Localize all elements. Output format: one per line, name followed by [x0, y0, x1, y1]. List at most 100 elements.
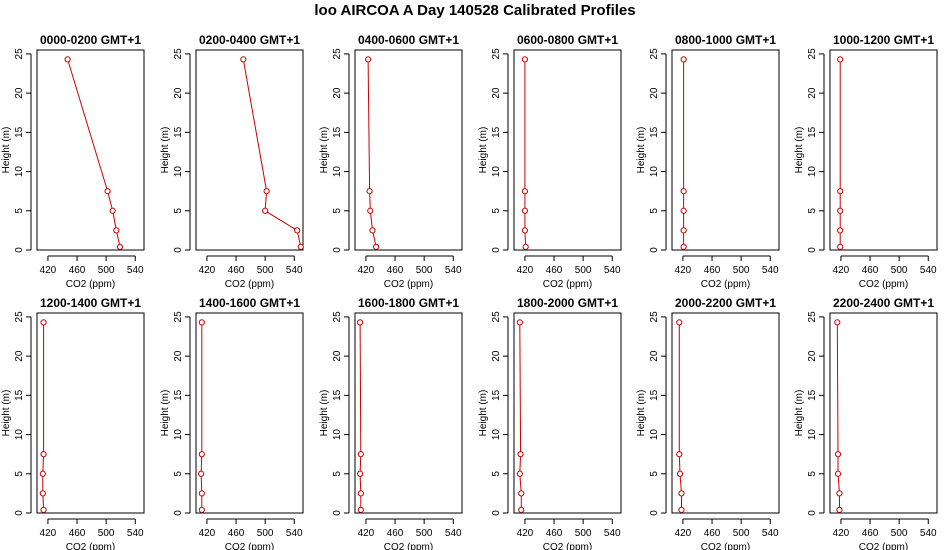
data-point	[263, 188, 270, 195]
x-tick-label: 540	[286, 265, 303, 276]
plot-frame	[671, 49, 780, 251]
data-point	[834, 470, 842, 477]
x-axis-label: CO2 (ppm)	[225, 279, 274, 290]
y-tick-label: 10	[491, 429, 502, 441]
x-tick-label: 460	[228, 265, 245, 276]
panel: 2000-2200 GMT+1 420 460 500 540 CO2 (ppm) 0 5 10…	[636, 296, 780, 550]
y-tick-label: 0	[14, 510, 25, 516]
y-tick-label: 20	[491, 350, 502, 362]
y-tick-label: 25	[807, 48, 818, 60]
data-point	[40, 506, 47, 513]
y-tick-label: 20	[491, 87, 502, 99]
y-tick-label: 20	[649, 87, 660, 99]
x-axis-label: CO2 (ppm)	[66, 279, 115, 290]
data-point	[262, 207, 269, 214]
data-point	[680, 227, 687, 234]
x-tick-label: 500	[575, 265, 592, 276]
x-tick-label: 460	[546, 528, 563, 539]
y-tick-label: 15	[807, 389, 818, 401]
y-tick-label: 20	[173, 350, 184, 362]
y-axis-label: Height (m)	[636, 390, 647, 437]
y-axis-label: Height (m)	[319, 127, 330, 174]
data-point	[113, 227, 120, 234]
y-tick-label: 25	[332, 311, 343, 323]
panel-title: 1600-1800 GMT+1	[358, 296, 459, 310]
x-tick-label: 420	[358, 528, 375, 539]
data-point	[837, 243, 844, 250]
panel: 2200-2400 GMT+1 420 460 500 540 CO2 (ppm) 0 5 10…	[794, 296, 938, 550]
y-tick-label: 0	[491, 510, 502, 516]
x-tick-label: 460	[387, 265, 404, 276]
profile-line	[200, 322, 203, 510]
y-tick-label: 15	[173, 126, 184, 138]
x-tick-label: 540	[127, 265, 144, 276]
y-tick-label: 10	[332, 166, 343, 178]
data-point	[367, 207, 374, 214]
data-point	[109, 207, 116, 214]
data-point	[518, 506, 525, 513]
x-tick-label: 460	[387, 528, 404, 539]
x-tick-label: 500	[733, 528, 750, 539]
profile-line	[519, 322, 522, 510]
y-tick-label: 10	[807, 166, 818, 178]
y-tick-label: 0	[649, 247, 660, 253]
data-point	[240, 56, 247, 63]
y-tick-label: 0	[332, 510, 343, 516]
y-tick-label: 25	[491, 48, 502, 60]
y-axis-label: Height (m)	[160, 390, 171, 437]
x-tick-label: 540	[445, 265, 462, 276]
data-point	[369, 227, 376, 234]
data-point	[680, 207, 687, 214]
panel-title: 1000-1200 GMT+1	[833, 33, 934, 47]
panel-title: 0400-0600 GMT+1	[358, 33, 459, 47]
data-point	[836, 490, 843, 497]
x-tick-label: 460	[862, 265, 879, 276]
plot-frame	[36, 312, 145, 514]
data-point	[521, 227, 529, 234]
plot-frame	[671, 312, 780, 514]
y-tick-label: 5	[173, 471, 184, 477]
y-tick-label: 20	[173, 87, 184, 99]
x-tick-label: 420	[833, 528, 850, 539]
x-tick-label: 460	[228, 528, 245, 539]
y-tick-label: 0	[649, 510, 660, 516]
x-tick-label: 540	[920, 528, 937, 539]
x-axis-label: CO2 (ppm)	[701, 279, 750, 290]
data-point	[676, 451, 683, 458]
data-point	[39, 470, 46, 477]
panel-title: 0200-0400 GMT+1	[199, 33, 300, 47]
data-point	[198, 319, 205, 326]
data-point	[678, 490, 685, 497]
y-tick-label: 15	[332, 389, 343, 401]
y-tick-label: 20	[807, 350, 818, 362]
y-axis-label: Height (m)	[319, 390, 330, 437]
data-point	[356, 470, 364, 477]
data-point	[521, 188, 529, 195]
data-point	[198, 506, 205, 513]
plot-frame	[354, 312, 463, 514]
x-tick-label: 500	[575, 528, 592, 539]
x-tick-label: 540	[920, 265, 937, 276]
y-tick-label: 5	[649, 208, 660, 214]
panel: 1200-1400 GMT+1 420 460 500 540 CO2 (ppm) 0 5 10…	[1, 296, 145, 550]
x-tick-label: 500	[98, 265, 115, 276]
y-tick-label: 10	[807, 429, 818, 441]
y-tick-label: 15	[649, 389, 660, 401]
plot-frame	[36, 49, 145, 251]
x-tick-label: 500	[416, 265, 433, 276]
x-tick-label: 500	[416, 528, 433, 539]
plot-frame	[513, 49, 622, 251]
x-tick-label: 420	[40, 528, 57, 539]
data-point	[517, 451, 524, 458]
plot-frame	[195, 49, 304, 251]
x-tick-label: 500	[257, 528, 274, 539]
data-point	[357, 451, 364, 458]
y-tick-label: 25	[649, 311, 660, 323]
y-tick-label: 10	[173, 166, 184, 178]
x-tick-label: 460	[704, 265, 721, 276]
y-tick-label: 10	[173, 429, 184, 441]
y-tick-label: 0	[14, 247, 25, 253]
y-tick-label: 5	[649, 471, 660, 477]
data-point	[116, 243, 124, 250]
data-point	[516, 470, 523, 477]
